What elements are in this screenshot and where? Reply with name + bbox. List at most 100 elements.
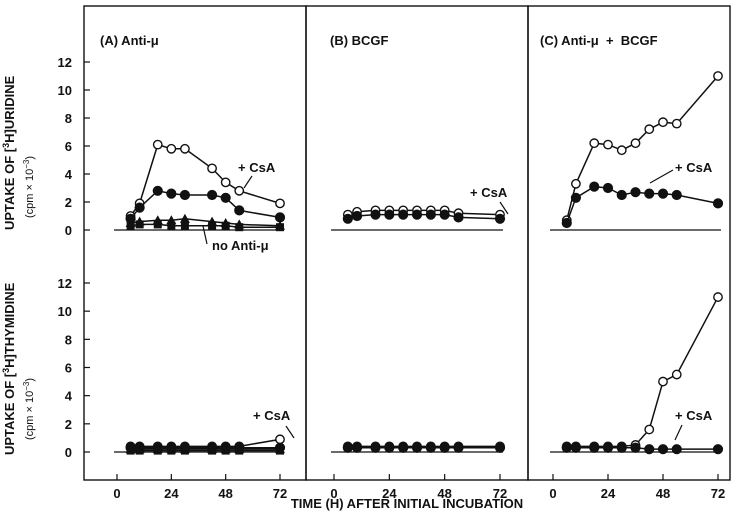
annotation-csa-a-leader [243,175,253,189]
data-point-open-circle [275,198,285,209]
annotation-csa-c: + CsA [675,160,713,175]
data-point-open-circle [166,143,177,154]
svg-text:UPTAKE OF [3H]URIDINE: UPTAKE OF [3H]URIDINE [1,75,17,230]
data-point-filled-circle [589,181,600,192]
data-point-filled-circle [398,442,409,453]
data-point-filled-circle [439,442,450,453]
data-point-filled-circle [411,209,423,220]
panel-label-b: (B) BCGF [330,33,389,48]
data-point-filled-circle [134,202,145,213]
series-line-filled-circle [566,185,719,224]
series-line-filled-circle [130,189,281,220]
data-point-filled-circle [425,442,436,453]
panel-frame-c [527,5,731,481]
x-tick-label: 72 [273,486,287,501]
data-point-filled-circle [166,188,177,199]
data-point-filled-circle [602,442,614,453]
data-point-open-circle [630,138,641,149]
data-point-filled-circle [206,189,218,201]
y-unit-top-exp: −3 [22,159,31,169]
data-point-filled-square [135,446,144,455]
data-point-filled-square [135,220,144,229]
series-line-filled-circle [347,213,501,220]
data-point-filled-circle [561,217,572,229]
series-line-open-circle [566,296,719,448]
data-point-filled-circle [152,185,163,196]
data-point-filled-circle [384,209,395,220]
data-point-open-circle [207,163,217,174]
data-point-filled-square [167,221,176,230]
data-point-filled-circle [570,442,582,453]
annotation-csa-thymidine-c: + CsA [675,408,713,423]
data-point-filled-circle [671,189,682,201]
data-point-filled-circle [657,444,669,455]
data-point-open-circle [220,177,231,188]
y-title-top-sup: 3 [1,143,11,148]
y-tick-label: 8 [65,111,72,126]
data-point-filled-circle [630,187,641,198]
data-point-open-circle [713,292,723,302]
data-point-filled-triangle [179,213,190,223]
data-point-open-circle [275,434,285,445]
data-point-filled-square [276,223,284,232]
y-title-top-main: UPTAKE OF [ [2,147,17,230]
data-point-filled-circle [602,182,614,194]
data-point-open-circle [616,145,627,156]
data-point-filled-square [126,446,135,455]
y-tick-label: 10 [58,304,72,319]
data-point-filled-circle [616,189,627,201]
data-point-open-circle [644,424,655,435]
y-title-top-rest: H]URIDINE [2,75,17,142]
series-line-filled-circle [566,447,718,450]
data-point-filled-square [153,220,162,229]
data-point-filled-circle [494,442,506,453]
series-line-open-circle [347,209,501,216]
data-point-filled-circle [274,212,286,223]
data-point-open-circle [644,124,655,135]
y-tick-label: 2 [65,195,72,210]
annotation-csa-thymidine-a: + CsA [253,408,291,423]
data-point-filled-circle [561,442,572,453]
svg-text:(cpm × 10−3): (cpm × 10−3) [22,378,36,440]
data-point-filled-circle [494,213,506,224]
data-point-filled-square [153,446,162,455]
data-point-filled-circle [351,210,363,222]
data-point-filled-circle [342,442,353,453]
data-point-open-circle [671,118,682,129]
data-point-filled-circle [342,213,353,224]
y-tick-label: 12 [58,276,72,291]
y-unit-bottom-main: (cpm × 10 [24,391,36,440]
data-point-filled-circle [644,444,655,455]
x-tick-label: 72 [711,486,725,501]
data-point-filled-circle [589,442,600,453]
data-point-open-circle [671,369,682,380]
y-tick-label: 0 [65,223,72,238]
data-point-filled-circle [644,188,655,199]
x-tick-label: 72 [493,486,507,501]
y-unit-top: (cpm × 10−3) [22,156,36,218]
panel-label-a: (A) Anti-μ [100,33,159,48]
data-point-filled-circle [179,189,191,201]
svg-text:UPTAKE OF [3H]THYMIDINE: UPTAKE OF [3H]THYMIDINE [1,282,17,455]
y-unit-bottom-close: ) [24,378,36,382]
data-point-open-circle [658,117,668,128]
data-point-filled-circle [439,209,450,220]
annotation-csa-thymidine-c-leader [674,424,683,441]
data-point-filled-circle [657,188,669,199]
data-point-filled-circle [370,209,381,220]
data-point-filled-circle [411,442,423,453]
data-point-open-circle [589,138,600,149]
y-title-bottom-sup: 3 [1,368,11,373]
data-point-filled-circle [570,192,582,203]
data-point-filled-square [180,446,189,455]
y-tick-label: 4 [65,167,73,182]
annotation-csa-c-leader [649,169,674,184]
data-point-filled-circle [370,442,381,453]
y-tick-label: 2 [65,417,72,432]
x-tick-label: 0 [113,486,120,501]
data-point-filled-circle [616,442,627,453]
data-point-open-circle [234,185,245,196]
y-title-bottom-rest: H]THYMIDINE [2,282,17,368]
series-line-open-circle [129,143,281,217]
